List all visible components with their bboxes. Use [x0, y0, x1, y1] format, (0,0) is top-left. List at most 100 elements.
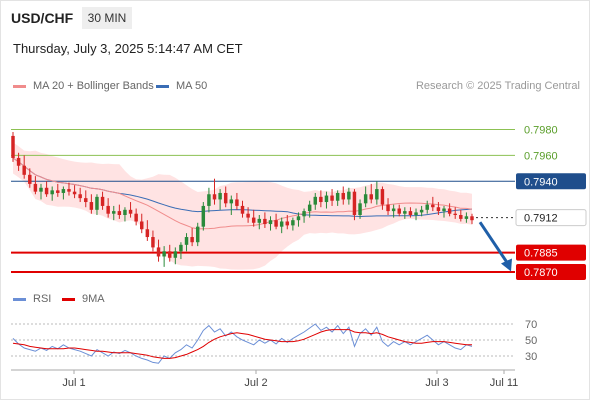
- level-tag-support-1: [516, 244, 586, 261]
- ma20-line: [12, 157, 473, 230]
- candle-body: [84, 198, 88, 203]
- candle-body: [397, 208, 401, 214]
- candle-body: [319, 196, 323, 203]
- legend-ma20-swatch: [13, 84, 26, 88]
- candle-body: [285, 221, 290, 226]
- candle-body: [347, 191, 351, 200]
- level-tag-pivot: [516, 173, 586, 190]
- level-label-support-2: 0.7870: [524, 267, 558, 279]
- candle-body: [442, 208, 446, 212]
- candle-body: [223, 192, 228, 204]
- candle-body: [380, 189, 385, 205]
- candle-body: [240, 205, 245, 214]
- candle-body: [246, 213, 250, 218]
- level-label-support-1: 0.7885: [524, 248, 558, 260]
- rsi-line: [12, 323, 473, 364]
- candle-body: [89, 202, 94, 210]
- candle-body: [195, 226, 200, 243]
- candle-body: [72, 191, 77, 195]
- candle-body: [207, 194, 211, 206]
- candle-body: [145, 229, 150, 238]
- legend-rsi-ma-label: 9MA: [82, 293, 105, 305]
- legend-ma20: MA 20 + Bollinger Bands: [13, 80, 154, 92]
- candle-body: [279, 221, 284, 227]
- legend-ma20-label: MA 20 + Bollinger Bands: [33, 80, 154, 92]
- candle-body: [78, 194, 82, 199]
- datetime-label: Thursday, July 3, 2025 5:14:47 AM CET: [13, 41, 243, 56]
- candle-body: [140, 221, 144, 230]
- candle-body: [44, 187, 49, 195]
- symbol-title: USD/CHF: [11, 10, 74, 26]
- forecast-arrow-head: [501, 258, 512, 272]
- candle-body: [470, 216, 474, 221]
- candle-body: [251, 217, 256, 223]
- candle-body: [16, 157, 21, 166]
- legend-rsi-label: RSI: [33, 293, 52, 305]
- candle-body: [112, 211, 116, 214]
- legend-ma50-swatch: [156, 84, 169, 88]
- candle-body: [431, 204, 435, 208]
- level-label-current-price: 0.7912: [524, 213, 558, 225]
- rsi-level-label: 50: [525, 335, 537, 347]
- candle-body: [391, 208, 396, 212]
- candle-body: [330, 195, 334, 201]
- candle-body: [274, 220, 278, 227]
- candle-body: [296, 216, 301, 221]
- candle-body: [201, 205, 206, 227]
- candle-body: [56, 190, 60, 193]
- candle-body: [95, 196, 99, 210]
- candle-body: [436, 207, 441, 212]
- candle-body: [263, 218, 267, 225]
- candle-body: [173, 251, 178, 258]
- candle-body: [184, 237, 189, 245]
- level-label-target-high: 0.7980: [524, 124, 558, 136]
- level-label-target-mid: 0.7960: [524, 150, 558, 162]
- candle-body: [229, 199, 234, 204]
- rsi-level-label: 30: [525, 351, 537, 363]
- legend-ma50: MA 50: [156, 80, 207, 92]
- candle-body: [123, 209, 127, 215]
- candle-body: [307, 204, 312, 212]
- candle-body: [218, 192, 222, 200]
- candle-body: [22, 165, 26, 175]
- candle-body: [151, 237, 155, 248]
- candle-body: [302, 211, 306, 217]
- candle-body: [335, 192, 340, 201]
- candle-body: [100, 196, 105, 206]
- candle-body: [352, 191, 357, 215]
- research-credit: Research © 2025 Trading Central: [415, 80, 580, 92]
- candle-body: [464, 216, 469, 219]
- candle-body: [128, 209, 133, 214]
- candle-body: [414, 212, 418, 215]
- candle-body: [106, 205, 110, 214]
- legend-ma50-label: MA 50: [176, 80, 208, 92]
- candle-body: [33, 183, 38, 192]
- legend-rsi-swatch: [13, 297, 26, 301]
- legend-rsi-ma-swatch: [62, 297, 75, 301]
- candle-body: [162, 251, 166, 257]
- candle-body: [39, 187, 43, 192]
- legend-rsi: RSI: [13, 293, 51, 305]
- candle-body: [453, 213, 457, 215]
- rsi-ma-line: [12, 329, 472, 359]
- candle-body: [403, 211, 407, 214]
- x-tick-label: Jul 2: [244, 377, 267, 389]
- level-tag-support-2: [516, 264, 586, 281]
- candle-body: [425, 204, 429, 210]
- interval-button[interactable]: 30 MIN: [82, 7, 132, 29]
- candle-body: [117, 211, 122, 215]
- candle-body: [447, 208, 452, 214]
- candle-body: [28, 174, 32, 184]
- x-tick-label: Jul 3: [425, 377, 448, 389]
- candle-body: [268, 220, 273, 225]
- rsi-level-label: 70: [525, 319, 537, 331]
- candle-body: [324, 195, 329, 203]
- candle-body: [156, 247, 161, 257]
- candle-body: [167, 251, 172, 258]
- candle-body: [341, 192, 345, 200]
- candle-body: [313, 196, 318, 205]
- candle-body: [291, 220, 295, 226]
- candle-body: [67, 189, 71, 192]
- candle-body: [235, 199, 239, 206]
